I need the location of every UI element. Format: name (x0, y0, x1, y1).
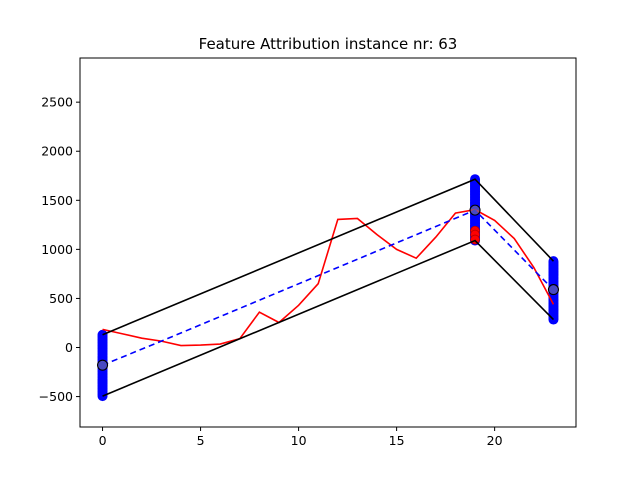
center-point (96, 359, 109, 371)
lower-bound-line (102, 239, 555, 397)
x-tick-label: 5 (197, 433, 205, 448)
y-tick-label: 2000 (41, 144, 73, 159)
y-tick-label: 1500 (41, 193, 73, 208)
axes-frame (79, 57, 577, 428)
x-tick-label: 15 (389, 433, 405, 448)
axis-ticks: 0 5 10 15 20 −500 0 500 1000 1500 2000 2500 (39, 95, 503, 448)
x-tick-label: 0 (99, 433, 107, 448)
x-tick-label: 20 (487, 433, 503, 448)
y-tick-label: 1000 (41, 242, 73, 257)
chart-title: Feature Attribution instance nr: 63 (199, 35, 458, 53)
y-tick-label: 0 (65, 340, 73, 355)
upper-bound-line (102, 178, 555, 336)
y-tick-label: −500 (39, 389, 73, 404)
x-tick-label: 10 (291, 433, 307, 448)
center-point (547, 284, 560, 296)
center-point (469, 204, 481, 216)
y-tick-label: 500 (49, 291, 73, 306)
y-tick-label: 2500 (41, 95, 73, 110)
plot-area (96, 174, 560, 402)
